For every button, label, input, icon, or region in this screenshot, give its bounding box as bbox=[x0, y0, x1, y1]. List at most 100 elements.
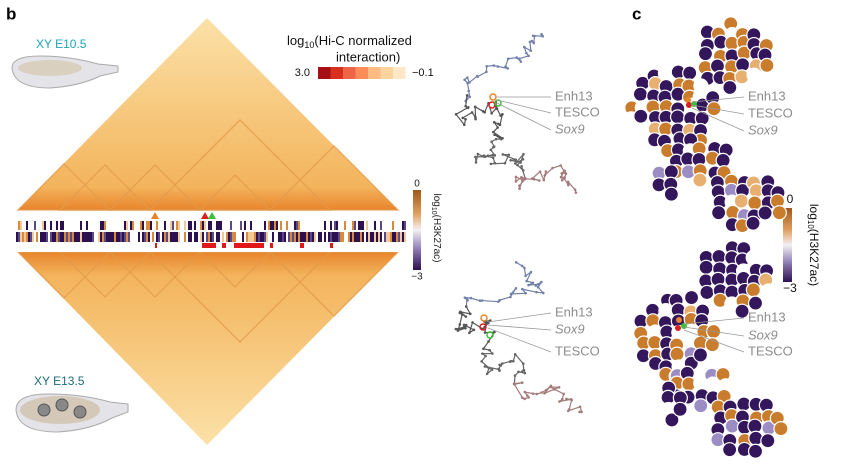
track-bin bbox=[294, 232, 296, 242]
structure-label: Enh13 bbox=[748, 88, 786, 103]
bead bbox=[466, 81, 469, 85]
track-bin bbox=[344, 232, 346, 242]
track-bin bbox=[200, 232, 202, 242]
cell bbox=[663, 186, 679, 202]
track-bin bbox=[72, 232, 74, 242]
bead bbox=[524, 274, 527, 278]
track-bin bbox=[164, 232, 166, 242]
bead bbox=[456, 329, 460, 332]
track-bin bbox=[318, 232, 320, 242]
track-bin bbox=[160, 232, 162, 242]
track-bin bbox=[272, 232, 274, 242]
bead bbox=[543, 174, 547, 177]
bead bbox=[492, 145, 495, 149]
tissue-illustration bbox=[15, 393, 129, 433]
track-bin bbox=[60, 221, 62, 230]
bead bbox=[480, 299, 484, 302]
track-bin bbox=[214, 232, 216, 242]
track-bin bbox=[196, 232, 198, 242]
bead bbox=[466, 106, 469, 110]
track-bin bbox=[158, 232, 160, 242]
track-bin bbox=[168, 232, 170, 242]
bead bbox=[487, 321, 490, 325]
track-bin bbox=[28, 232, 30, 242]
track-bin bbox=[300, 232, 302, 242]
track-bin bbox=[324, 232, 326, 242]
track-bin bbox=[322, 232, 324, 242]
locus bbox=[676, 317, 682, 323]
cell bbox=[672, 401, 688, 417]
track-bin bbox=[358, 221, 360, 230]
track-bin bbox=[272, 221, 274, 230]
track-bin bbox=[120, 232, 122, 242]
track-bin bbox=[18, 232, 20, 242]
track-bin bbox=[56, 221, 58, 230]
bead bbox=[570, 398, 573, 402]
sample-label: XY E10.5 bbox=[36, 37, 87, 51]
bead bbox=[520, 164, 523, 168]
track-bin bbox=[140, 232, 142, 242]
track-bin bbox=[330, 232, 332, 242]
bead bbox=[562, 177, 566, 180]
locus bbox=[486, 331, 494, 339]
cell-structures bbox=[623, 16, 789, 459]
structure-label: TESCO bbox=[748, 343, 793, 358]
hic-map-bottom bbox=[18, 252, 398, 445]
peak bbox=[234, 243, 264, 248]
track-bin bbox=[186, 232, 188, 242]
track-bin bbox=[354, 221, 356, 230]
chain bbox=[463, 261, 545, 307]
cell bbox=[760, 283, 777, 299]
chain bbox=[474, 138, 526, 179]
peak bbox=[330, 243, 333, 248]
track-bin bbox=[20, 221, 22, 230]
track-bin bbox=[374, 232, 376, 242]
track-bin bbox=[16, 221, 18, 230]
track-bin bbox=[368, 221, 370, 230]
bead bbox=[563, 169, 566, 172]
track-bin bbox=[402, 221, 404, 230]
track-bin bbox=[338, 232, 340, 242]
peak bbox=[270, 243, 273, 248]
track-bin bbox=[26, 232, 28, 242]
track-bin bbox=[380, 221, 382, 230]
track-bin bbox=[156, 232, 158, 242]
track-bin bbox=[152, 232, 154, 242]
bead bbox=[518, 187, 521, 191]
leader-line bbox=[496, 102, 552, 131]
track-bin bbox=[154, 232, 156, 242]
cell bbox=[669, 346, 685, 362]
track-bin bbox=[292, 232, 294, 242]
track-bin bbox=[286, 221, 288, 230]
cell bbox=[692, 172, 708, 188]
bead bbox=[490, 140, 493, 144]
bead bbox=[474, 117, 477, 121]
track-bin bbox=[398, 232, 400, 242]
track-bin bbox=[234, 232, 236, 242]
track-bin bbox=[366, 232, 368, 242]
track-bin bbox=[94, 221, 96, 230]
bead bbox=[482, 347, 485, 351]
colorbar bbox=[783, 208, 792, 282]
track-bin bbox=[136, 232, 138, 242]
cell bbox=[734, 303, 750, 319]
track-bin bbox=[322, 221, 324, 230]
bead bbox=[464, 104, 467, 108]
track-bin bbox=[68, 232, 70, 242]
track-bin bbox=[188, 221, 190, 230]
track-bin bbox=[80, 221, 82, 230]
bead bbox=[481, 352, 484, 355]
track-bin bbox=[130, 221, 132, 230]
bead bbox=[480, 360, 483, 363]
track-bin bbox=[358, 232, 360, 242]
bead bbox=[535, 290, 538, 294]
bead bbox=[518, 184, 521, 187]
track-bin bbox=[340, 232, 342, 242]
cell bbox=[633, 108, 649, 124]
bead bbox=[495, 107, 499, 111]
track-bin bbox=[394, 232, 396, 242]
track-bin bbox=[194, 221, 196, 230]
track-bin bbox=[126, 221, 128, 230]
bead bbox=[472, 328, 476, 332]
track-bin bbox=[242, 232, 244, 242]
